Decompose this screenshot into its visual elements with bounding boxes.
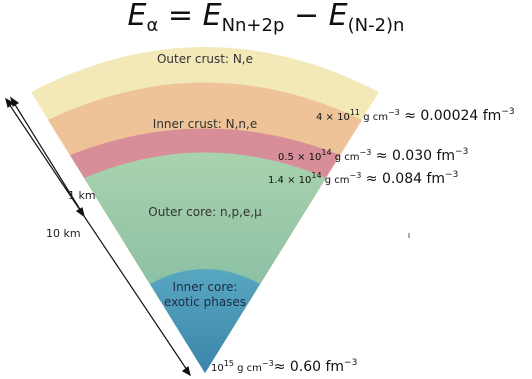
inner-crust-label: Inner crust: N,n,e bbox=[152, 117, 258, 131]
inner-core-layer bbox=[150, 269, 260, 373]
density-label-inner-crust-boundary: 0.5 × 1014 g cm−3 ≈ 0.030 fm−3 bbox=[278, 147, 469, 164]
density-label-center: 1015 g cm−3≈ 0.60 fm−3 bbox=[211, 358, 358, 375]
density-label-core-boundary: 1.4 × 1014 g cm−3 ≈ 0.084 fm−3 bbox=[268, 170, 459, 187]
inner-core-label-line1: Inner core: bbox=[172, 280, 238, 294]
outer-core-label: Outer core: n,p,e,μ bbox=[148, 205, 262, 219]
formula-heading: Eα = ENn+2p − E(N-2)n bbox=[127, 0, 405, 36]
outer-crust-label: Outer crust: N,e bbox=[156, 52, 253, 66]
inner-core-label-line2: exotic phases bbox=[163, 295, 247, 309]
outer-core-layer bbox=[84, 152, 326, 373]
one-km-label: 1 km bbox=[68, 189, 96, 202]
ten-km-arrow bbox=[5, 97, 191, 377]
density-label-outer-crust-boundary: 4 × 1011 g cm−3 ≈ 0.00024 fm−3 bbox=[316, 107, 515, 124]
ten-km-label: 10 km bbox=[46, 227, 81, 240]
